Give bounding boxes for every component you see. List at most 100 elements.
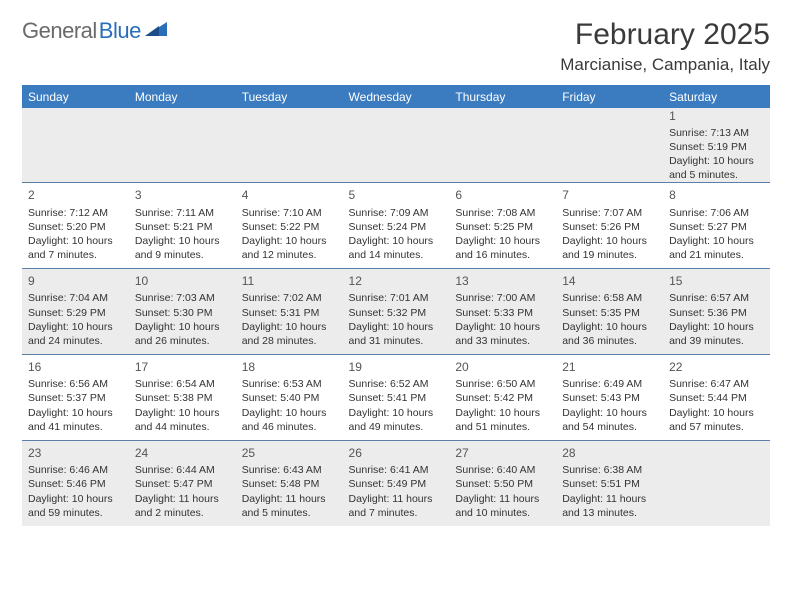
day-number: 26: [349, 445, 444, 461]
day-header: Friday: [556, 85, 663, 108]
daylight-line: Daylight: 11 hours and 2 minutes.: [135, 492, 230, 520]
sunrise-line: Sunrise: 7:04 AM: [28, 291, 123, 305]
day-header: Wednesday: [343, 85, 450, 108]
daylight-line: Daylight: 10 hours and 26 minutes.: [135, 320, 230, 348]
calendar-cell: 17Sunrise: 6:54 AMSunset: 5:38 PMDayligh…: [129, 355, 236, 441]
day-number: 4: [242, 187, 337, 203]
daylight-line: Daylight: 10 hours and 51 minutes.: [455, 406, 550, 434]
sunrise-line: Sunrise: 6:58 AM: [562, 291, 657, 305]
sunrise-line: Sunrise: 7:10 AM: [242, 206, 337, 220]
daylight-line: Daylight: 10 hours and 28 minutes.: [242, 320, 337, 348]
day-number: 27: [455, 445, 550, 461]
daylight-line: Daylight: 10 hours and 16 minutes.: [455, 234, 550, 262]
day-header: Sunday: [22, 85, 129, 108]
day-number: 17: [135, 359, 230, 375]
calendar-cell: 1Sunrise: 7:13 AMSunset: 5:19 PMDaylight…: [663, 108, 770, 183]
calendar-cell: 5Sunrise: 7:09 AMSunset: 5:24 PMDaylight…: [343, 183, 450, 269]
day-number: 1: [669, 108, 764, 124]
sunset-line: Sunset: 5:36 PM: [669, 306, 764, 320]
calendar-page: GeneralBlue February 2025 Marcianise, Ca…: [0, 0, 792, 526]
sunrise-line: Sunrise: 7:00 AM: [455, 291, 550, 305]
daylight-line: Daylight: 10 hours and 54 minutes.: [562, 406, 657, 434]
day-number: 6: [455, 187, 550, 203]
daylight-line: Daylight: 10 hours and 36 minutes.: [562, 320, 657, 348]
calendar-cell: 21Sunrise: 6:49 AMSunset: 5:43 PMDayligh…: [556, 355, 663, 441]
calendar-row: 23Sunrise: 6:46 AMSunset: 5:46 PMDayligh…: [22, 441, 770, 526]
sunrise-line: Sunrise: 7:11 AM: [135, 206, 230, 220]
calendar-cell: 12Sunrise: 7:01 AMSunset: 5:32 PMDayligh…: [343, 269, 450, 355]
day-number: 11: [242, 273, 337, 289]
daylight-line: Daylight: 10 hours and 14 minutes.: [349, 234, 444, 262]
header: GeneralBlue February 2025 Marcianise, Ca…: [22, 18, 770, 75]
sunrise-line: Sunrise: 7:03 AM: [135, 291, 230, 305]
daylight-line: Daylight: 10 hours and 31 minutes.: [349, 320, 444, 348]
daylight-line: Daylight: 11 hours and 13 minutes.: [562, 492, 657, 520]
calendar-cell: [129, 108, 236, 183]
daylight-line: Daylight: 10 hours and 41 minutes.: [28, 406, 123, 434]
calendar-row: 9 Sunrise: 7:04 AMSunset: 5:29 PM Daylight…: [22, 269, 770, 355]
location: Marcianise, Campania, Italy: [560, 55, 770, 75]
day-number: 2: [28, 187, 123, 203]
calendar-cell: 2Sunrise: 7:12 AMSunset: 5:20 PMDaylight…: [22, 183, 129, 269]
daylight-line: Daylight: 10 hours and 19 minutes.: [562, 234, 657, 262]
daylight-line: Daylight: 10 hours and 9 minutes.: [135, 234, 230, 262]
sunrise-line: Sunrise: 7:12 AM: [28, 206, 123, 220]
sunrise-line: Sunrise: 6:44 AM: [135, 463, 230, 477]
day-number: 10: [135, 273, 230, 289]
logo-triangle-icon: [145, 20, 167, 43]
day-number: 24: [135, 445, 230, 461]
sunset-line: Sunset: 5:42 PM: [455, 391, 550, 405]
sunset-line: Sunset: 5:29 PM: [28, 306, 123, 320]
day-header: Thursday: [449, 85, 556, 108]
calendar-cell: 25Sunrise: 6:43 AMSunset: 5:48 PMDayligh…: [236, 441, 343, 526]
sunrise-line: Sunrise: 7:08 AM: [455, 206, 550, 220]
day-number: 16: [28, 359, 123, 375]
sunrise-line: Sunrise: 7:02 AM: [242, 291, 337, 305]
sunset-line: Sunset: 5:48 PM: [242, 477, 337, 491]
calendar-cell: 3 Sunrise: 7:11 AMSunset: 5:21 PMDaylight…: [129, 183, 236, 269]
daylight-line: Daylight: 10 hours and 33 minutes.: [455, 320, 550, 348]
logo-text-blue: Blue: [99, 18, 141, 44]
sunset-line: Sunset: 5:49 PM: [349, 477, 444, 491]
sunset-line: Sunset: 5:31 PM: [242, 306, 337, 320]
day-number: 18: [242, 359, 337, 375]
daylight-line: Daylight: 10 hours and 5 minutes.: [669, 154, 764, 182]
sunset-line: Sunset: 5:20 PM: [28, 220, 123, 234]
day-number: 20: [455, 359, 550, 375]
sunrise-line: Sunrise: 7:13 AM: [669, 126, 764, 140]
calendar-row: 2 Sunrise: 7:12 AMSunset: 5:20 PM Daylight…: [22, 183, 770, 269]
sunset-line: Sunset: 5:40 PM: [242, 391, 337, 405]
logo: GeneralBlue: [22, 18, 167, 44]
calendar-cell: 27Sunrise: 6:40 AMSunset: 5:50 PMDayligh…: [449, 441, 556, 526]
day-number: 9: [28, 273, 123, 289]
calendar-cell: 10Sunrise: 7:03 AMSunset: 5:30 PMDayligh…: [129, 269, 236, 355]
sunrise-line: Sunrise: 6:43 AM: [242, 463, 337, 477]
sunrise-line: Sunrise: 7:01 AM: [349, 291, 444, 305]
day-number: 3: [135, 187, 230, 203]
calendar-cell: [236, 108, 343, 183]
calendar-cell: 26Sunrise: 6:41 AMSunset: 5:49 PMDayligh…: [343, 441, 450, 526]
sunrise-line: Sunrise: 6:40 AM: [455, 463, 550, 477]
sunset-line: Sunset: 5:21 PM: [135, 220, 230, 234]
day-header: Saturday: [663, 85, 770, 108]
sunrise-line: Sunrise: 6:54 AM: [135, 377, 230, 391]
calendar-cell: 8Sunrise: 7:06 AMSunset: 5:27 PMDaylight…: [663, 183, 770, 269]
day-number: 14: [562, 273, 657, 289]
day-number: 23: [28, 445, 123, 461]
sunrise-line: Sunrise: 7:07 AM: [562, 206, 657, 220]
sunrise-line: Sunrise: 6:49 AM: [562, 377, 657, 391]
calendar-cell: 7Sunrise: 7:07 AMSunset: 5:26 PMDaylight…: [556, 183, 663, 269]
calendar-cell: 28Sunrise: 6:38 AMSunset: 5:51 PMDayligh…: [556, 441, 663, 526]
calendar-table: SundayMondayTuesdayWednesdayThursdayFrid…: [22, 85, 770, 526]
calendar-cell: 18Sunrise: 6:53 AMSunset: 5:40 PMDayligh…: [236, 355, 343, 441]
daylight-line: Daylight: 10 hours and 57 minutes.: [669, 406, 764, 434]
daylight-line: Daylight: 11 hours and 7 minutes.: [349, 492, 444, 520]
day-number: 12: [349, 273, 444, 289]
sunset-line: Sunset: 5:41 PM: [349, 391, 444, 405]
sunrise-line: Sunrise: 7:09 AM: [349, 206, 444, 220]
sunset-line: Sunset: 5:24 PM: [349, 220, 444, 234]
month-title: February 2025: [560, 18, 770, 53]
sunset-line: Sunset: 5:33 PM: [455, 306, 550, 320]
calendar-cell: 14Sunrise: 6:58 AMSunset: 5:35 PMDayligh…: [556, 269, 663, 355]
sunrise-line: Sunrise: 6:53 AM: [242, 377, 337, 391]
